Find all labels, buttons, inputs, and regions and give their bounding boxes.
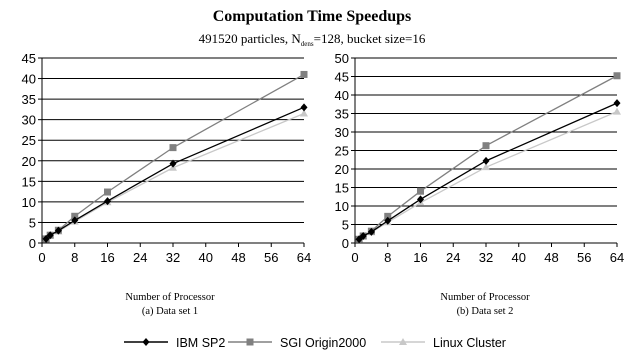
data-point [482,142,490,150]
legend: IBM SP2 SGI Origin2000 Linux Cluster [124,336,506,350]
y-tick-label: 40 [335,88,349,103]
data-point [482,156,490,165]
chart-title: Computation Time Speedups [213,8,412,25]
data-point [169,144,177,152]
x-tick-label: 32 [166,250,180,265]
data-point [169,159,177,168]
legend-marker [246,338,254,346]
x-tick-label: 64 [297,250,311,265]
panel-caption: (b) Data set 2 [457,306,514,317]
y-tick-label: 5 [29,215,36,230]
series-line [45,106,305,240]
data-point [384,216,392,225]
y-tick-label: 0 [29,236,36,251]
y-tick-label: 45 [335,70,349,85]
x-tick-label: 8 [384,250,391,265]
x-tick-label: 0 [351,250,358,265]
y-tick-label: 25 [335,144,349,159]
y-tick-label: 15 [22,174,36,189]
legend-label: SGI Origin2000 [280,336,366,350]
y-tick-label: 10 [335,199,349,214]
data-point [613,99,621,108]
chart-subtitle: 491520 particles, Ndens=128, bucket size… [199,31,426,48]
x-tick-label: 32 [479,250,493,265]
x-tick-label: 56 [264,250,278,265]
x-tick-label: 24 [133,250,147,265]
y-tick-label: 0 [342,236,349,251]
legend-marker [142,338,150,346]
y-tick-label: 25 [22,133,36,148]
x-tick-label: 64 [610,250,624,265]
x-tick-label: 48 [544,250,558,265]
data-point [104,197,111,206]
subtitle-subscript: dens [301,40,314,48]
x-axis-title: Number of Processor [440,292,530,303]
legend-label: Linux Cluster [433,336,506,350]
data-point [300,109,308,117]
data-point [54,226,62,235]
data-point [71,212,79,220]
y-tick-label: 15 [335,181,349,196]
y-tick-label: 35 [22,92,36,107]
y-tick-label: 40 [22,72,36,87]
y-tick-label: 20 [22,154,36,169]
data-point [300,103,308,112]
data-point [42,234,50,243]
data-point [384,212,392,220]
subtitle-prefix: 491520 particles, N [199,31,302,46]
x-tick-label: 16 [413,250,427,265]
series-line [358,111,618,240]
data-point [355,235,363,244]
x-tick-label: 40 [512,250,526,265]
y-tick-label: 10 [22,195,36,210]
y-tick-label: 35 [335,107,349,122]
data-point [46,231,54,240]
x-tick-label: 8 [71,250,78,265]
data-point [71,216,79,225]
data-point [367,227,375,236]
data-point [417,195,424,204]
x-tick-label: 56 [577,250,591,265]
data-point [417,187,424,195]
y-tick-label: 5 [342,218,349,233]
x-tick-label: 24 [446,250,460,265]
panel-data-set-2: 0 5 10 15 20 25 30 35 40 45 50 0 8 16 24 32 40 48 56 64 Numb… [335,51,624,317]
legend-marker [399,338,407,345]
y-tick-label: 20 [335,162,349,177]
panel-caption: (a) Data set 1 [142,306,198,317]
x-tick-label: 48 [231,250,245,265]
panel-data-set-1: 0 5 10 15 20 25 30 35 40 45 0 8 16 24 32 40 48 56 64 Number… [22,51,312,317]
data-point [613,72,621,80]
legend-label: IBM SP2 [176,336,225,350]
subtitle-suffix: =128, bucket size=16 [314,31,426,46]
data-point [482,163,490,171]
x-axis-title: Number of Processor [125,292,215,303]
x-tick-label: 16 [100,250,114,265]
y-tick-label: 30 [335,125,349,140]
data-point [300,70,308,78]
y-tick-label: 45 [22,51,36,66]
y-tick-label: 50 [335,51,349,66]
series-line [358,102,618,240]
x-tick-label: 40 [199,250,213,265]
data-point [613,107,621,115]
x-tick-label: 0 [38,250,45,265]
data-point [104,188,111,196]
series-line [45,112,305,240]
y-tick-label: 30 [22,113,36,128]
data-point [359,231,367,240]
